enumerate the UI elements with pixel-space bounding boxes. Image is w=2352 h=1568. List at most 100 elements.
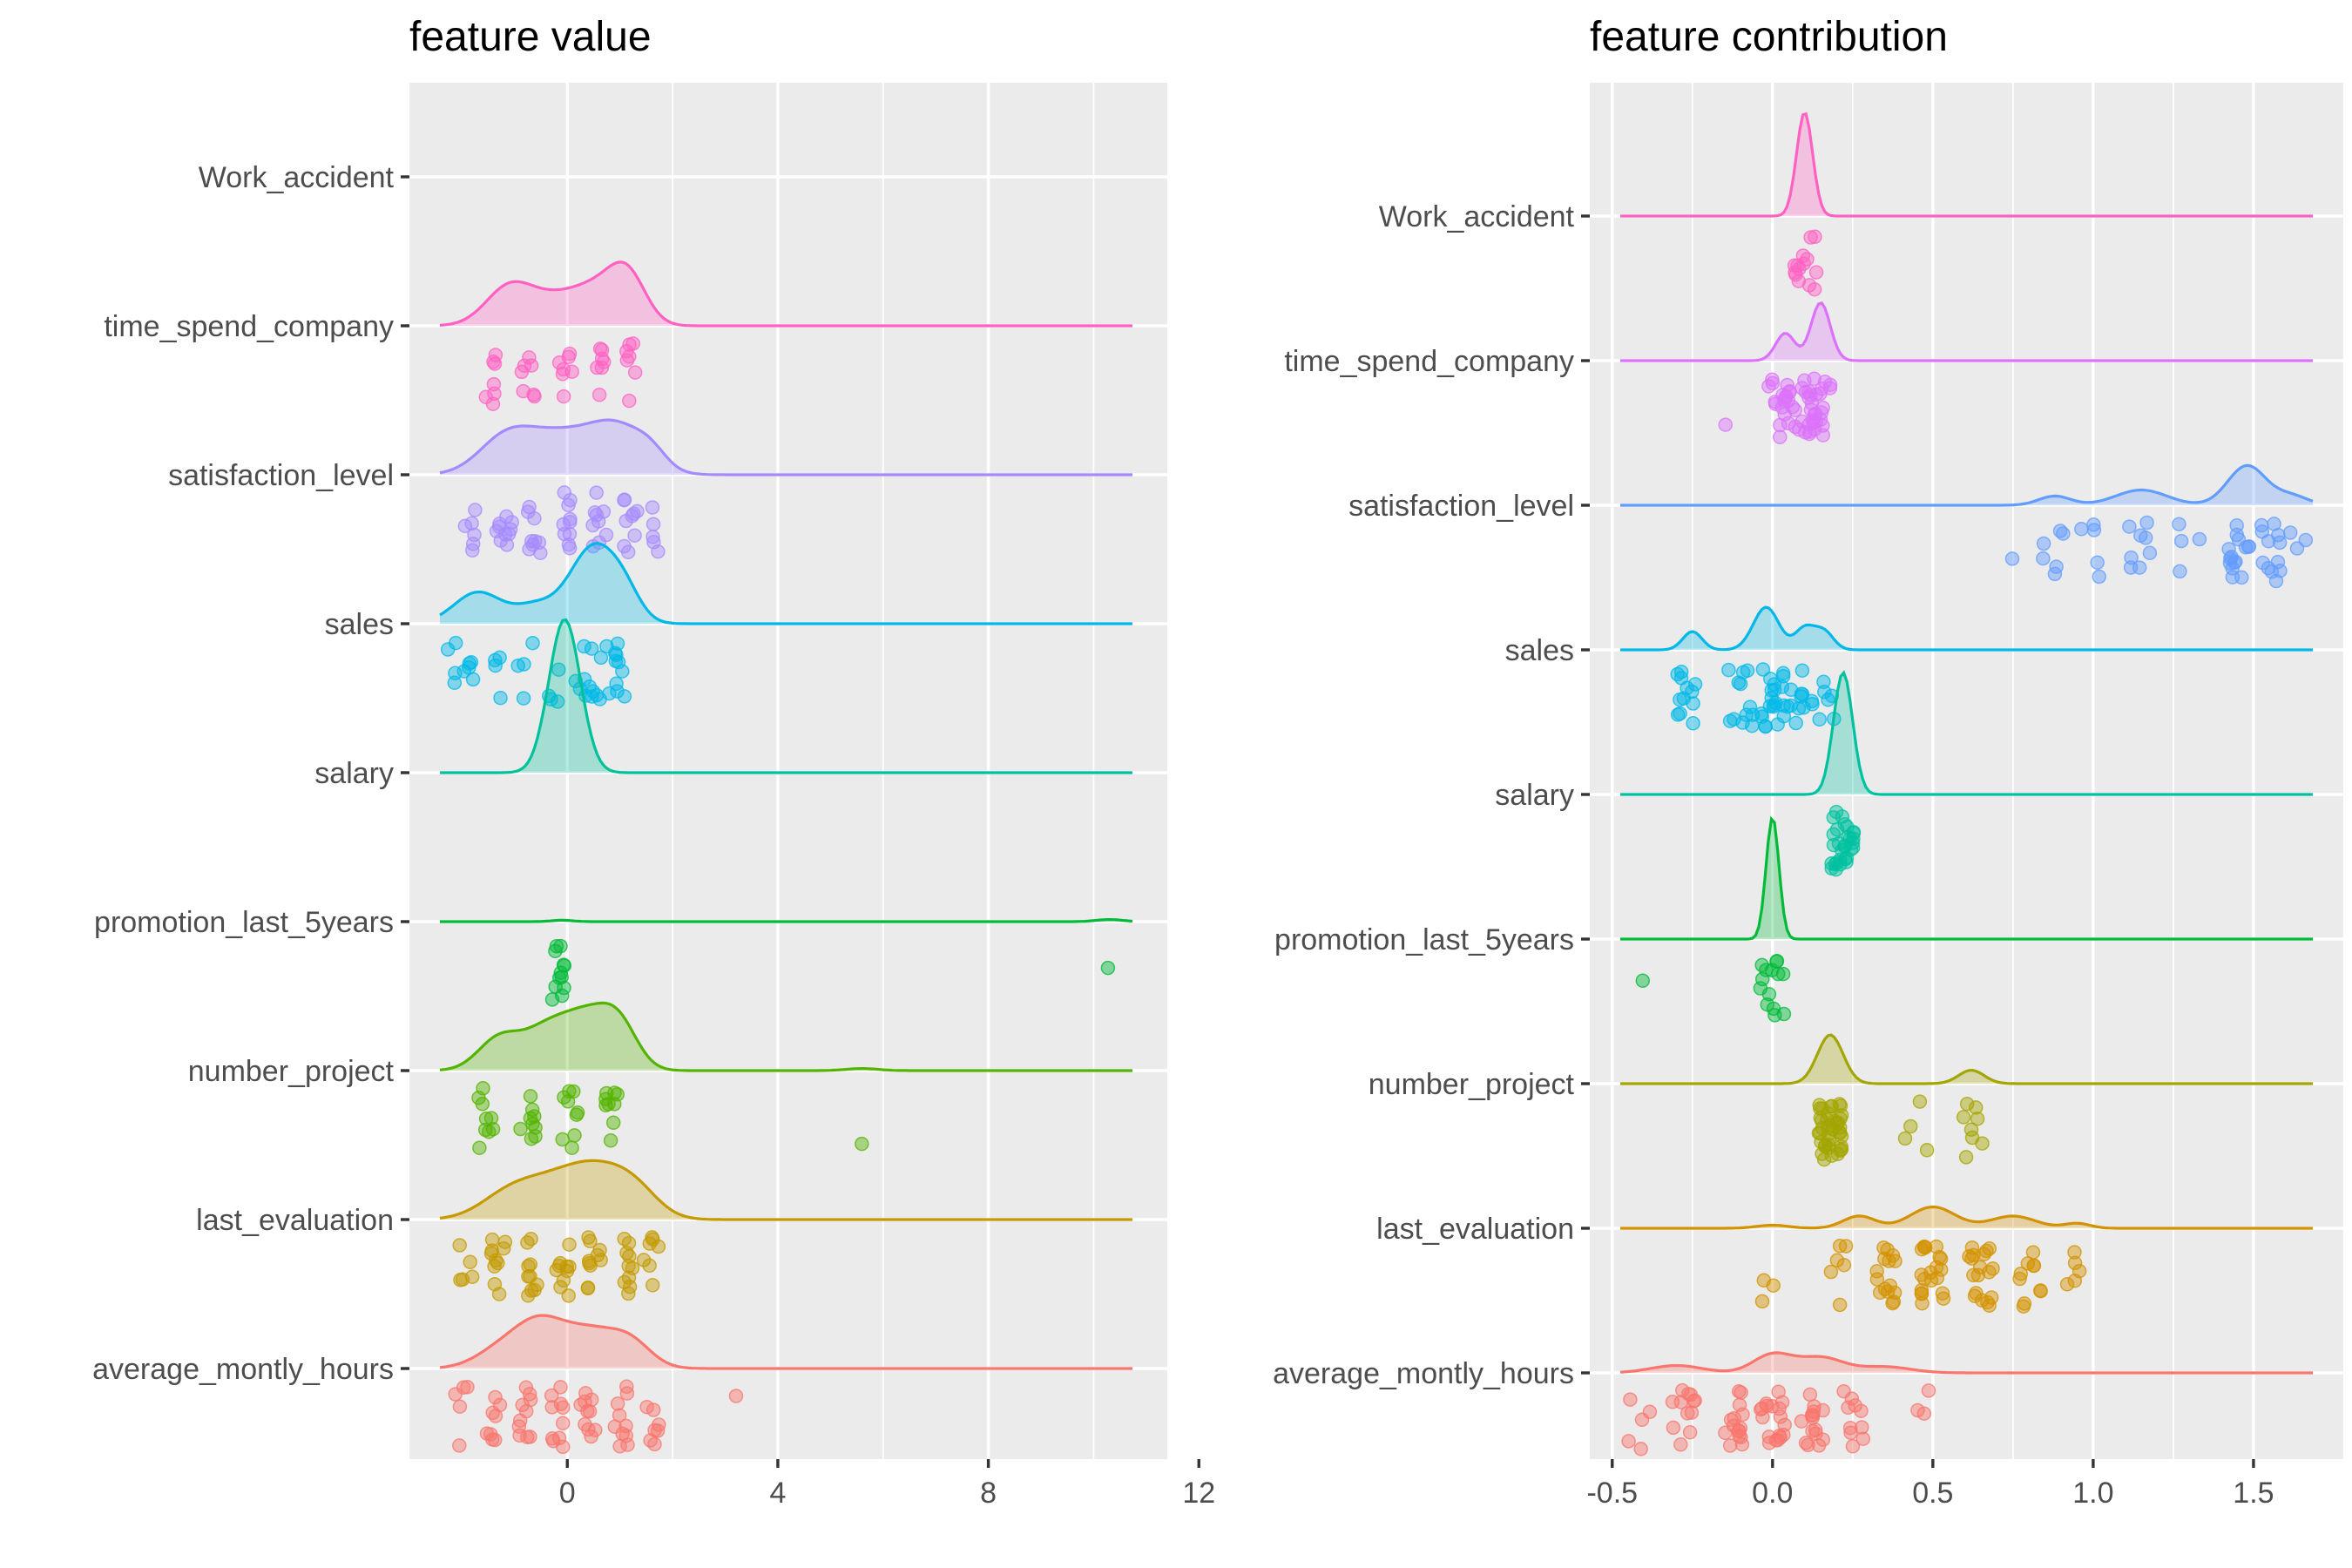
density-line xyxy=(439,1314,1132,1370)
data-point xyxy=(484,1243,500,1259)
data-point xyxy=(1782,383,1797,399)
data-point xyxy=(581,1254,597,1268)
density-line xyxy=(1620,670,2313,796)
data-point xyxy=(584,641,599,656)
data-point xyxy=(550,694,565,709)
data-point xyxy=(1958,1150,1974,1165)
data-point xyxy=(2067,1245,2082,1260)
panel-title: feature contribution xyxy=(1590,14,1948,60)
data-point xyxy=(551,662,566,677)
y-tick-label: time_spend_company xyxy=(104,310,394,343)
data-point xyxy=(465,543,480,558)
density-fill xyxy=(1620,1352,2313,1373)
data-point xyxy=(2122,519,2137,534)
data-point xyxy=(1623,1392,1638,1407)
data-point xyxy=(478,389,494,405)
data-point xyxy=(1794,414,1810,429)
data-point xyxy=(1826,827,1842,841)
data-point xyxy=(622,349,637,364)
data-point xyxy=(591,514,606,529)
data-point xyxy=(645,1278,660,1293)
data-point xyxy=(1666,1420,1681,1436)
data-point xyxy=(1673,665,1689,679)
data-point xyxy=(605,1115,621,1131)
y-tick-label: time_spend_company xyxy=(1284,345,1574,378)
y-tick-label: last_evaluation xyxy=(196,1204,394,1237)
data-point xyxy=(1773,1409,1788,1424)
y-tick-label: sales xyxy=(325,608,394,641)
data-point xyxy=(561,349,577,365)
data-point xyxy=(1621,1434,1636,1449)
data-point xyxy=(617,1231,632,1247)
data-point xyxy=(2289,541,2305,556)
data-point xyxy=(525,635,540,651)
x-tick-label: 0.0 xyxy=(1752,1477,1793,1510)
data-point xyxy=(1755,662,1771,677)
data-point xyxy=(2086,517,2101,532)
density-fill xyxy=(440,420,1132,475)
data-point xyxy=(627,528,642,543)
data-point xyxy=(2004,551,2020,566)
data-point xyxy=(1780,699,1795,714)
data-point xyxy=(643,1433,658,1448)
data-point xyxy=(1838,1239,1854,1254)
data-point xyxy=(566,1084,581,1099)
data-point xyxy=(1680,1406,1695,1421)
data-point xyxy=(1771,1384,1786,1399)
data-point xyxy=(2231,531,2247,547)
data-point xyxy=(1754,1294,1770,1309)
data-point xyxy=(2026,1258,2041,1274)
density-line xyxy=(439,418,1132,476)
data-point xyxy=(517,358,532,374)
data-point xyxy=(513,1121,528,1137)
data-point xyxy=(2086,523,2102,537)
data-point xyxy=(2229,517,2244,533)
data-point xyxy=(2192,531,2207,547)
data-point xyxy=(1735,715,1750,730)
data-point xyxy=(593,1253,608,1267)
data-point xyxy=(1802,1387,1818,1402)
data-point xyxy=(2124,550,2139,565)
data-point xyxy=(555,1132,570,1147)
data-point xyxy=(452,1399,468,1414)
data-point xyxy=(472,1140,487,1155)
data-point xyxy=(627,365,643,380)
data-point xyxy=(2222,556,2238,571)
data-point xyxy=(1733,676,1748,692)
data-point xyxy=(1100,960,1116,976)
data-point xyxy=(522,1387,537,1402)
data-point xyxy=(1775,966,1791,982)
data-point xyxy=(1826,837,1842,853)
data-point xyxy=(2092,569,2106,585)
data-point xyxy=(462,660,476,675)
data-point xyxy=(497,527,513,542)
data-point xyxy=(1813,1101,1828,1116)
data-point xyxy=(1830,1115,1846,1131)
data-point xyxy=(630,504,645,519)
y-tick-label: satisfaction_level xyxy=(168,459,394,492)
y-tick-label: Work_accident xyxy=(199,161,395,194)
data-point xyxy=(1775,666,1791,681)
density-fill xyxy=(440,619,1132,773)
data-point xyxy=(447,675,463,691)
x-tick-label: 8 xyxy=(980,1477,997,1510)
data-point xyxy=(2025,1245,2041,1260)
data-point xyxy=(855,1136,869,1152)
density-line xyxy=(1620,1205,2313,1230)
data-point xyxy=(1773,1430,1788,1445)
data-point xyxy=(2138,531,2153,545)
data-point xyxy=(617,689,632,704)
data-point xyxy=(556,1273,571,1288)
data-point xyxy=(527,389,542,404)
data-point xyxy=(1923,1273,1939,1288)
data-point xyxy=(548,943,563,959)
data-point xyxy=(2255,555,2270,571)
data-point xyxy=(1673,706,1687,721)
density-line xyxy=(1620,605,2313,652)
data-point xyxy=(1722,1438,1738,1453)
data-point xyxy=(448,1387,463,1402)
data-point xyxy=(1754,971,1770,987)
x-tick-label: 0 xyxy=(559,1477,576,1510)
y-tick-label: number_project xyxy=(188,1055,395,1088)
data-point xyxy=(1773,429,1788,444)
